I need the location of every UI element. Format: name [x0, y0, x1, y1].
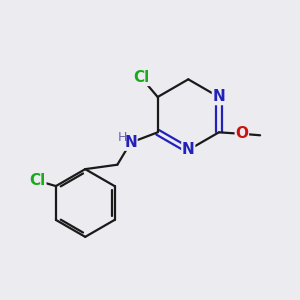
Text: Cl: Cl: [29, 173, 46, 188]
Text: Cl: Cl: [134, 70, 150, 86]
Text: H: H: [118, 131, 127, 144]
Text: N: N: [212, 89, 225, 104]
Text: N: N: [124, 135, 137, 150]
Text: O: O: [235, 126, 248, 141]
Text: N: N: [182, 142, 195, 158]
